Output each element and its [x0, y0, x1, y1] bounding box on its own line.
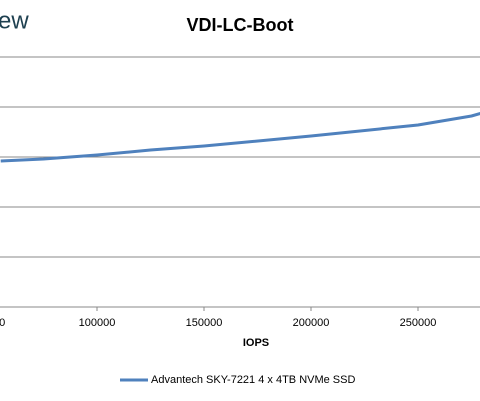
x-tick-label: 200000 — [293, 317, 330, 329]
chart-title: VDI-LC-Boot — [187, 15, 294, 35]
x-tick-label: 150000 — [186, 317, 223, 329]
line — [0, 112, 480, 163]
x-tick-label: 50000 — [0, 317, 5, 329]
x-axis-label: IOPS — [243, 337, 269, 349]
x-tick-label: 100000 — [79, 317, 116, 329]
legend-label: Advantech SKY-7221 4 x 4TB NVMe SSD — [151, 374, 355, 386]
logo: ew — [0, 7, 29, 34]
x-tick-label: 250000 — [400, 317, 437, 329]
